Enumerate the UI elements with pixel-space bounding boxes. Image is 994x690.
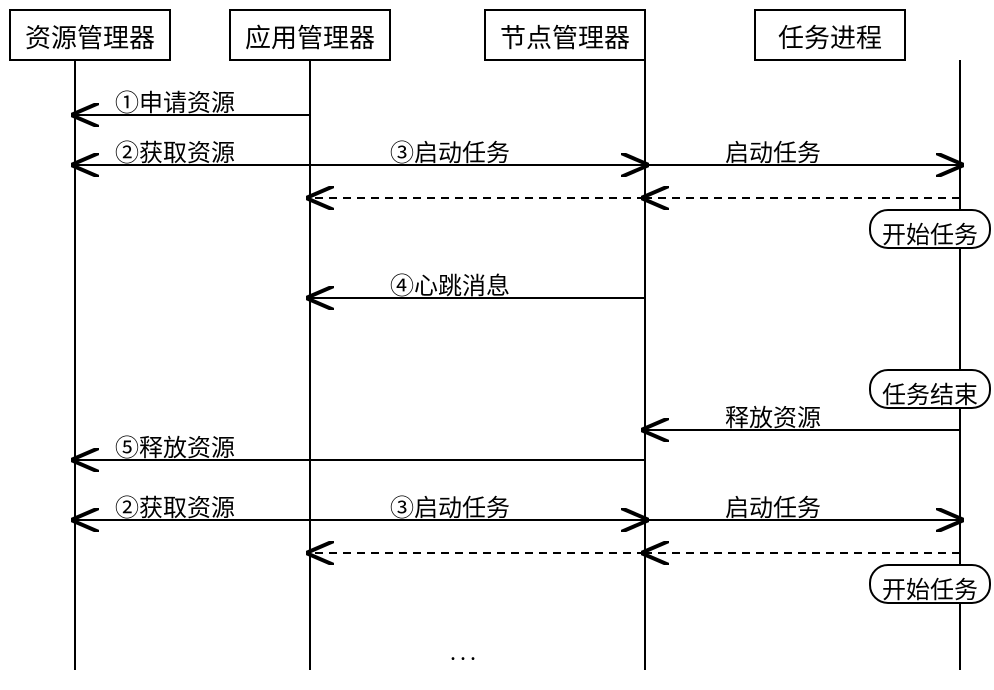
msg-label-11: ③启动任务 <box>390 488 510 523</box>
msg-label-12: 启动任务 <box>725 488 821 523</box>
msg-label-3: ③启动任务 <box>390 133 510 168</box>
msg-label-1: ①申请资源 <box>115 83 235 118</box>
activity-label-end: 任务结束 <box>870 375 990 410</box>
msg-label-4: 启动任务 <box>725 133 821 168</box>
msg-label-10: ②获取资源 <box>115 488 235 523</box>
activity-label-begin-2: 开始任务 <box>870 570 990 605</box>
msg-label-9: ⑤释放资源 <box>115 428 235 463</box>
participant-label-app-mgr: 应用管理器 <box>230 18 390 55</box>
msg-label-2: ②获取资源 <box>115 133 235 168</box>
activity-label-begin-1: 开始任务 <box>870 215 990 250</box>
participant-label-resource-mgr: 资源管理器 <box>10 18 170 55</box>
msg-label-7: ④心跳消息 <box>390 266 510 301</box>
participant-label-task-proc: 任务进程 <box>755 18 905 55</box>
sequence-diagram: 资源管理器 应用管理器 节点管理器 任务进程 ①申请资源 ②获取资源 ③启动任务… <box>0 0 994 690</box>
msg-label-8: 释放资源 <box>725 398 821 433</box>
participant-label-node-mgr: 节点管理器 <box>485 18 645 55</box>
ellipsis: ... <box>450 640 480 667</box>
